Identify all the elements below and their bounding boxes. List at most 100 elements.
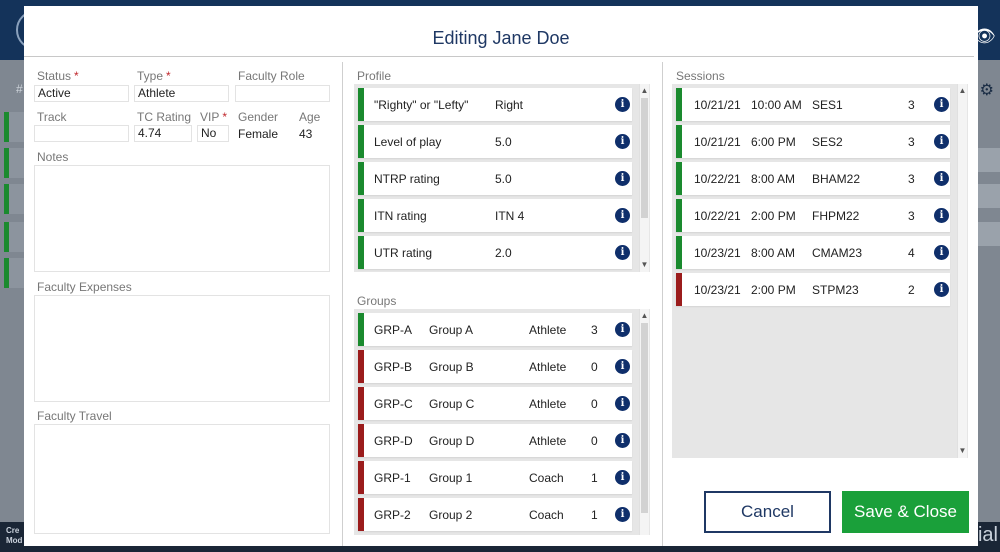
group-code: GRP-B [374,360,413,374]
profile-item-name: UTR rating [374,246,433,260]
group-role: Coach [529,471,564,485]
sessions-scrollbar[interactable]: ▲ ▼ [957,84,967,458]
group-name: Group A [429,323,474,337]
session-time: 2:00 PM [751,283,796,297]
notes-textarea[interactable] [34,165,330,272]
tc-rating-field[interactable]: 4.74 [134,125,192,142]
faculty-role-field[interactable] [235,85,330,102]
session-count: 4 [908,246,915,260]
scroll-down-icon[interactable]: ▼ [958,446,967,455]
session-item[interactable]: 10/21/21 6:00 PM SES2 3 i [676,125,950,158]
faculty-expenses-textarea[interactable] [34,295,330,402]
type-label: Type * [137,69,171,83]
session-item[interactable]: 10/22/21 8:00 AM BHAM22 3 i [676,162,950,195]
info-icon[interactable]: i [615,396,630,411]
info-icon[interactable]: i [615,322,630,337]
faculty-travel-label: Faculty Travel [37,409,112,423]
modal-title: Editing Jane Doe [432,28,570,48]
session-item[interactable]: 10/23/21 8:00 AM CMAM23 4 i [676,236,950,269]
profile-item-name: ITN rating [374,209,427,223]
profile-item[interactable]: Level of play 5.0 i [358,125,632,158]
info-icon[interactable]: i [934,134,949,149]
group-count: 0 [591,434,598,448]
session-item[interactable]: 10/22/21 2:00 PM FHPM22 3 i [676,199,950,232]
profile-list: "Righty" or "Lefty" Right i Level of pla… [354,84,650,272]
track-label: Track [37,110,67,124]
info-icon[interactable]: i [615,470,630,485]
session-code: STPM23 [812,283,859,297]
notes-label: Notes [37,150,69,164]
group-role: Athlete [529,434,567,448]
group-code: GRP-2 [374,508,411,522]
scroll-thumb[interactable] [641,323,648,513]
title-divider [24,56,974,57]
group-count: 0 [591,360,598,374]
info-icon[interactable]: i [615,171,630,186]
info-icon[interactable]: i [615,359,630,374]
info-icon[interactable]: i [934,97,949,112]
profile-item[interactable]: NTRP rating 5.0 i [358,162,632,195]
profile-label: Profile [357,69,392,83]
group-count: 1 [591,508,598,522]
session-count: 2 [908,283,915,297]
group-item[interactable]: GRP-A Group A Athlete 3 i [358,313,632,346]
track-field[interactable] [34,125,129,142]
session-date: 10/21/21 [694,98,741,112]
info-icon[interactable]: i [934,208,949,223]
cancel-button[interactable]: Cancel [704,491,831,533]
group-code: GRP-A [374,323,413,337]
info-icon[interactable]: i [615,245,630,260]
info-icon[interactable]: i [615,208,630,223]
group-code: GRP-C [374,397,413,411]
scroll-thumb[interactable] [641,98,648,218]
scroll-up-icon[interactable]: ▲ [640,86,649,95]
scroll-down-icon[interactable]: ▼ [640,260,649,269]
profile-item[interactable]: UTR rating 2.0 i [358,236,632,269]
scroll-up-icon[interactable]: ▲ [958,86,967,95]
session-item[interactable]: 10/21/21 10:00 AM SES1 3 i [676,88,950,121]
scroll-up-icon[interactable]: ▲ [640,311,649,320]
tc-rating-label: TC Rating [137,110,192,124]
profile-item-value: 5.0 [495,172,512,186]
bg-side-row [978,148,1000,172]
vip-field[interactable]: No [197,125,229,142]
group-name: Group C [429,397,475,411]
session-date: 10/22/21 [694,209,741,223]
profile-item-value: ITN 4 [495,209,525,223]
age-value: 43 [299,127,313,141]
group-item[interactable]: GRP-C Group C Athlete 0 i [358,387,632,420]
group-name: Group D [429,434,475,448]
info-icon[interactable]: i [615,507,630,522]
session-code: FHPM22 [812,209,860,223]
session-item[interactable]: 10/23/21 2:00 PM STPM23 2 i [676,273,950,306]
group-code: GRP-D [374,434,413,448]
save-close-button[interactable]: Save & Close [842,491,969,533]
profile-item-value: 5.0 [495,135,512,149]
group-item[interactable]: GRP-1 Group 1 Coach 1 i [358,461,632,494]
info-icon[interactable]: i [615,97,630,112]
info-icon[interactable]: i [934,171,949,186]
type-field[interactable]: Athlete [134,85,229,102]
profile-scrollbar[interactable]: ▲ ▼ [639,84,649,272]
group-role: Coach [529,508,564,522]
profile-item-name: Level of play [374,135,442,149]
status-field[interactable]: Active [34,85,129,102]
session-time: 2:00 PM [751,209,796,223]
group-count: 0 [591,397,598,411]
info-icon[interactable]: i [934,282,949,297]
info-icon[interactable]: i [615,433,630,448]
profile-item[interactable]: ITN rating ITN 4 i [358,199,632,232]
group-item[interactable]: GRP-D Group D Athlete 0 i [358,424,632,457]
groups-scrollbar[interactable]: ▲ [639,309,649,535]
group-item[interactable]: GRP-2 Group 2 Coach 1 i [358,498,632,531]
faculty-travel-textarea[interactable] [34,424,330,534]
info-icon[interactable]: i [615,134,630,149]
session-code: SES1 [812,98,843,112]
session-time: 6:00 PM [751,135,796,149]
info-icon[interactable]: i [934,245,949,260]
profile-item[interactable]: "Righty" or "Lefty" Right i [358,88,632,121]
session-date: 10/23/21 [694,283,741,297]
session-code: CMAM23 [812,246,863,260]
group-item[interactable]: GRP-B Group B Athlete 0 i [358,350,632,383]
session-time: 10:00 AM [751,98,802,112]
